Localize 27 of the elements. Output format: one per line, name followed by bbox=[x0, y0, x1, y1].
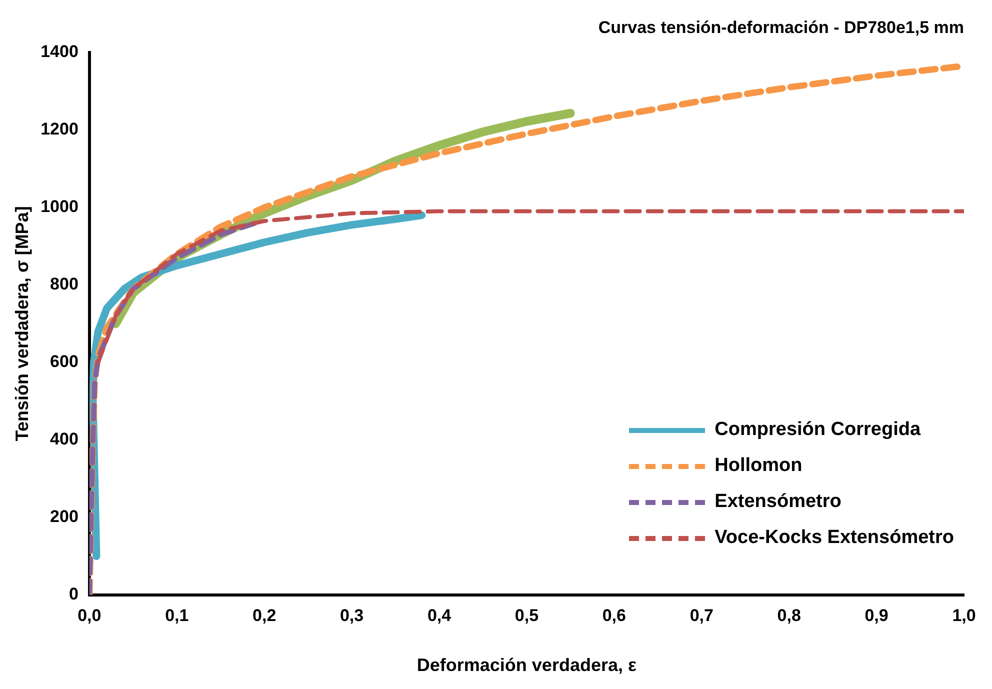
x-tick-label: 0,1 bbox=[165, 606, 189, 625]
y-tick-label: 400 bbox=[50, 430, 78, 449]
x-tick-label: 0,9 bbox=[864, 606, 888, 625]
legend-label: Voce-Kocks Extensómetro bbox=[714, 527, 954, 549]
x-tick-label: 0,2 bbox=[252, 606, 276, 625]
y-tick-label: 600 bbox=[50, 352, 78, 372]
chart-title: Curvas tensión-deformación - DP780e1,5 mm bbox=[598, 18, 964, 37]
y-tick-label: 800 bbox=[50, 274, 78, 294]
x-tick-label: 0,4 bbox=[427, 606, 452, 625]
x-tick-label: 0,7 bbox=[690, 606, 714, 625]
x-tick-label: 0,6 bbox=[602, 606, 626, 625]
x-tick-label: 0,5 bbox=[514, 606, 539, 625]
x-axis-title: Deformación verdadera, ε bbox=[416, 655, 637, 676]
y-tick-label: 200 bbox=[50, 507, 78, 526]
x-tick-label: 1,0 bbox=[952, 606, 976, 625]
x-tick-label: 0,8 bbox=[777, 606, 801, 625]
x-tick-label: 0,3 bbox=[340, 606, 364, 625]
y-tick-label: 1400 bbox=[40, 42, 78, 62]
y-tick-label: 1000 bbox=[40, 197, 78, 216]
legend-label: Compresión Corregida bbox=[714, 419, 921, 441]
line-series bbox=[96, 209, 964, 364]
y-axis-title: Tensión verdadera, σ [MPa] bbox=[12, 206, 32, 442]
legend-label: Hollomon bbox=[714, 455, 802, 477]
y-tick-label: 1200 bbox=[40, 120, 78, 139]
legend-label: Extensómetro bbox=[714, 491, 842, 513]
y-tick-label: 0 bbox=[68, 584, 78, 604]
x-tick-label: 0,0 bbox=[78, 606, 102, 625]
